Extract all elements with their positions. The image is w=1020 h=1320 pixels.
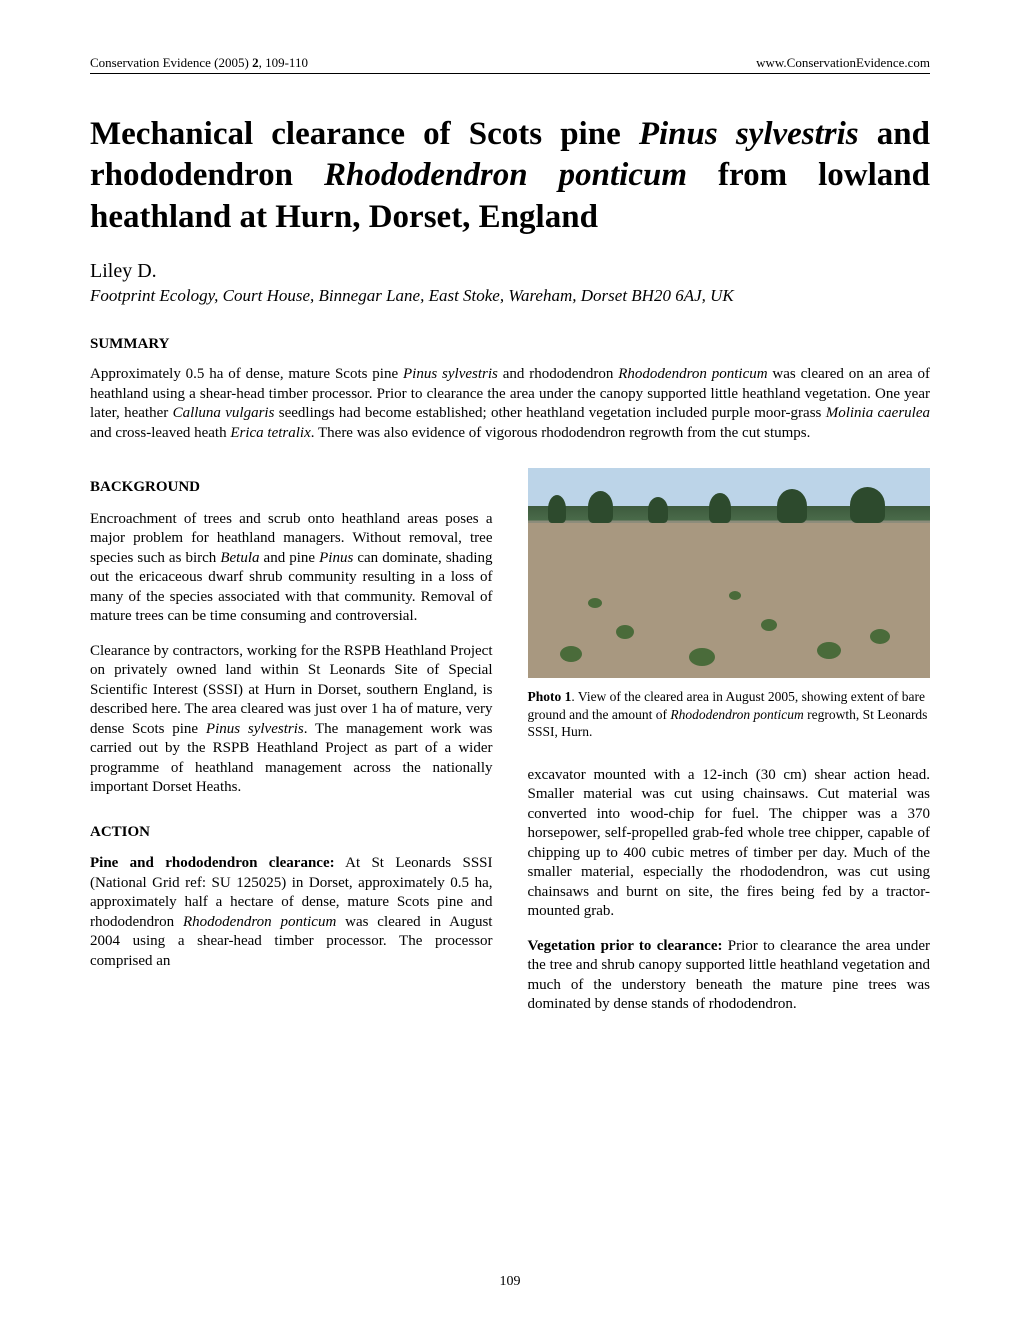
body-text: and pine	[259, 550, 319, 566]
species-name: Rhododendron ponticum	[183, 914, 336, 930]
two-column-body: BACKGROUND Encroachment of trees and scr…	[90, 468, 930, 1030]
species-name: Rhododendron ponticum	[670, 707, 803, 722]
title-species: Pinus sylvestris	[639, 116, 859, 152]
shrub-icon	[588, 598, 602, 608]
background-heading: BACKGROUND	[90, 478, 493, 498]
action-heading: ACTION	[90, 823, 493, 843]
right-column: Photo 1. View of the cleared area in Aug…	[528, 468, 931, 1030]
shrub-icon	[560, 646, 582, 662]
shrub-icon	[689, 648, 715, 666]
shrub-icon	[616, 625, 634, 639]
author-name: Liley D.	[90, 260, 930, 283]
vegetation-paragraph: Vegetation prior to clearance: Prior to …	[528, 937, 931, 1015]
species-name: Erica tetralix	[230, 425, 310, 441]
page: Conservation Evidence (2005) 2, 109-110 …	[0, 0, 1020, 1320]
tree-icon	[548, 495, 566, 523]
shrub-icon	[729, 591, 741, 600]
shrub-icon	[817, 642, 841, 659]
shrub-icon	[761, 619, 777, 631]
author-affiliation: Footprint Ecology, Court House, Binnegar…	[90, 285, 930, 306]
summary-text: and cross-leaved heath	[90, 425, 230, 441]
action-paragraph-1: Pine and rhododendron clearance: At St L…	[90, 854, 493, 971]
page-number: 109	[500, 1274, 521, 1290]
photo-1	[528, 468, 931, 678]
photo-caption: Photo 1. View of the cleared area in Aug…	[528, 688, 931, 741]
summary-heading: SUMMARY	[90, 336, 930, 353]
title-text: Mechanical clearance of Scots pine	[90, 116, 639, 152]
subsection-label: Vegetation prior to clearance:	[528, 938, 723, 954]
species-name: Rhododendron ponticum	[618, 366, 767, 382]
article-title: Mechanical clearance of Scots pine Pinus…	[90, 114, 930, 238]
summary-text: Approximately 0.5 ha of dense, mature Sc…	[90, 366, 403, 382]
action-paragraph-continued: excavator mounted with a 12-inch (30 cm)…	[528, 766, 931, 922]
species-name: Pinus sylvestris	[206, 721, 304, 737]
tree-icon	[709, 493, 731, 523]
left-column: BACKGROUND Encroachment of trees and scr…	[90, 468, 493, 1030]
tree-icon	[850, 487, 885, 523]
subsection-label: Pine and rhododendron clearance:	[90, 855, 335, 871]
shrub-icon	[870, 629, 890, 644]
species-name: Pinus sylvestris	[403, 366, 498, 382]
summary-paragraph: Approximately 0.5 ha of dense, mature Sc…	[90, 365, 930, 443]
running-header: Conservation Evidence (2005) 2, 109-110 …	[90, 55, 930, 74]
species-name: Calluna vulgaris	[173, 405, 275, 421]
photo-treeline	[528, 497, 931, 522]
background-paragraph-1: Encroachment of trees and scrub onto hea…	[90, 510, 493, 627]
species-name: Pinus	[319, 550, 353, 566]
tree-icon	[588, 491, 613, 523]
header-right: www.ConservationEvidence.com	[756, 55, 930, 71]
photo-ground	[528, 523, 931, 678]
journal-pages: , 109-110	[259, 55, 308, 70]
summary-text: seedlings had become established; other …	[274, 405, 825, 421]
caption-label: Photo 1	[528, 689, 572, 704]
summary-text: and rhododendron	[498, 366, 618, 382]
species-name: Molinia caerulea	[826, 405, 930, 421]
tree-icon	[648, 497, 668, 523]
tree-icon	[777, 489, 807, 523]
title-species: Rhododendron ponticum	[324, 157, 687, 193]
header-left: Conservation Evidence (2005) 2, 109-110	[90, 55, 308, 71]
journal-name: Conservation Evidence (2005)	[90, 55, 252, 70]
species-name: Betula	[220, 550, 259, 566]
summary-text: . There was also evidence of vigorous rh…	[311, 425, 811, 441]
background-paragraph-2: Clearance by contractors, working for th…	[90, 642, 493, 798]
